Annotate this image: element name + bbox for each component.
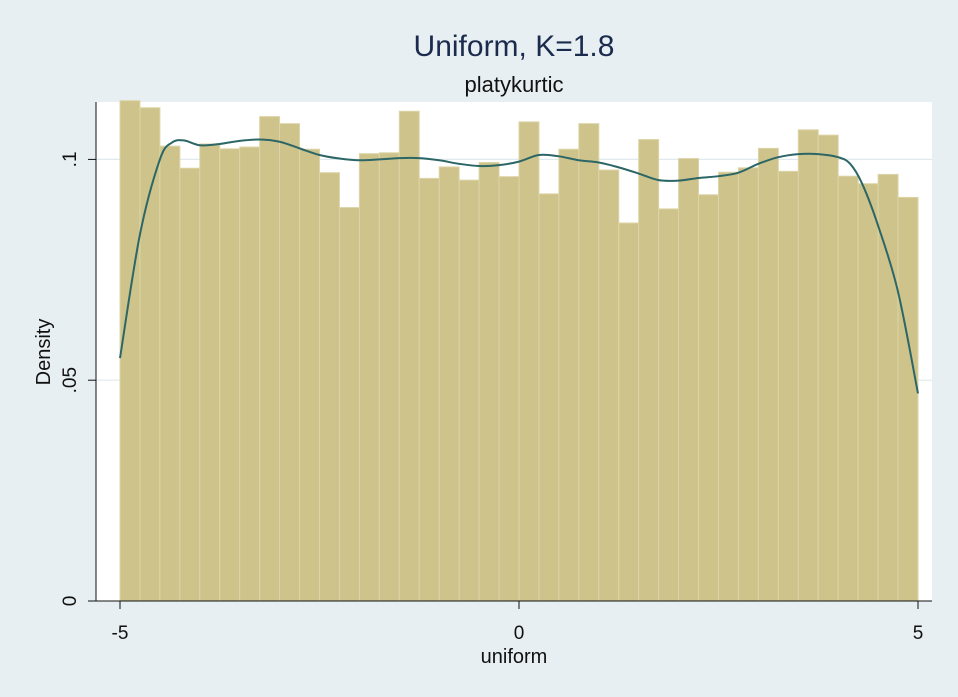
histogram-bar: [458, 179, 480, 602]
histogram-bar: [518, 121, 540, 602]
histogram-bar: [698, 194, 719, 602]
y-tick-label: .05: [60, 367, 81, 393]
histogram-bar: [538, 193, 560, 602]
axis-ticks: -5 0 5 0 .05 .1: [60, 151, 923, 644]
histogram-bar: [737, 167, 759, 602]
histogram-bar: [319, 172, 340, 602]
histogram-bar: [259, 116, 281, 602]
histogram-bar: [338, 207, 360, 602]
axes: [95, 102, 932, 602]
histogram-bar: [837, 175, 859, 602]
histogram-bar: [438, 166, 460, 602]
histogram-bar: [777, 170, 799, 602]
kernel-density-curve: [119, 138, 919, 394]
histogram-bar: [558, 148, 580, 602]
histogram-bar: [678, 158, 700, 602]
histogram-bar: [598, 169, 620, 602]
histogram-bar: [358, 153, 380, 602]
histogram-bar: [119, 100, 141, 602]
chart-subtitle: platykurtic: [464, 72, 563, 97]
histogram-bar: [578, 123, 600, 602]
histogram-bar: [757, 147, 779, 602]
histogram-bar: [857, 183, 879, 602]
x-tick-label: -5: [112, 623, 129, 644]
histogram-bar: [159, 145, 181, 602]
y-tick-label: .1: [60, 151, 81, 167]
histogram-bar: [897, 196, 919, 602]
histogram-bars: [119, 100, 919, 602]
x-tick-label: 0: [514, 623, 525, 644]
histogram-bar: [199, 143, 221, 602]
histogram-bar: [378, 152, 400, 602]
histogram-bar: [418, 177, 440, 602]
histogram-bar: [239, 146, 261, 602]
y-tick-label: 0: [60, 596, 81, 607]
histogram-bar: [638, 139, 660, 602]
histogram-bar: [718, 171, 739, 602]
histogram-bar: [498, 176, 520, 602]
y-axis-label: Density: [33, 319, 55, 386]
histogram-bar: [179, 167, 201, 602]
histogram-bar: [797, 129, 819, 602]
histogram-bar: [299, 148, 320, 602]
histogram-bar: [139, 107, 161, 602]
chart-title: Uniform, K=1.8: [414, 30, 615, 63]
histogram-bar: [219, 148, 241, 602]
histogram-bar: [398, 110, 420, 602]
histogram-bar: [478, 161, 500, 602]
histogram-bar: [618, 222, 640, 602]
histogram-bar: [877, 173, 899, 602]
histogram-bar: [658, 208, 680, 602]
histogram-bar: [817, 134, 839, 602]
histogram-bar: [279, 123, 301, 602]
x-axis-label: uniform: [481, 646, 548, 668]
x-tick-label: 5: [913, 623, 924, 644]
